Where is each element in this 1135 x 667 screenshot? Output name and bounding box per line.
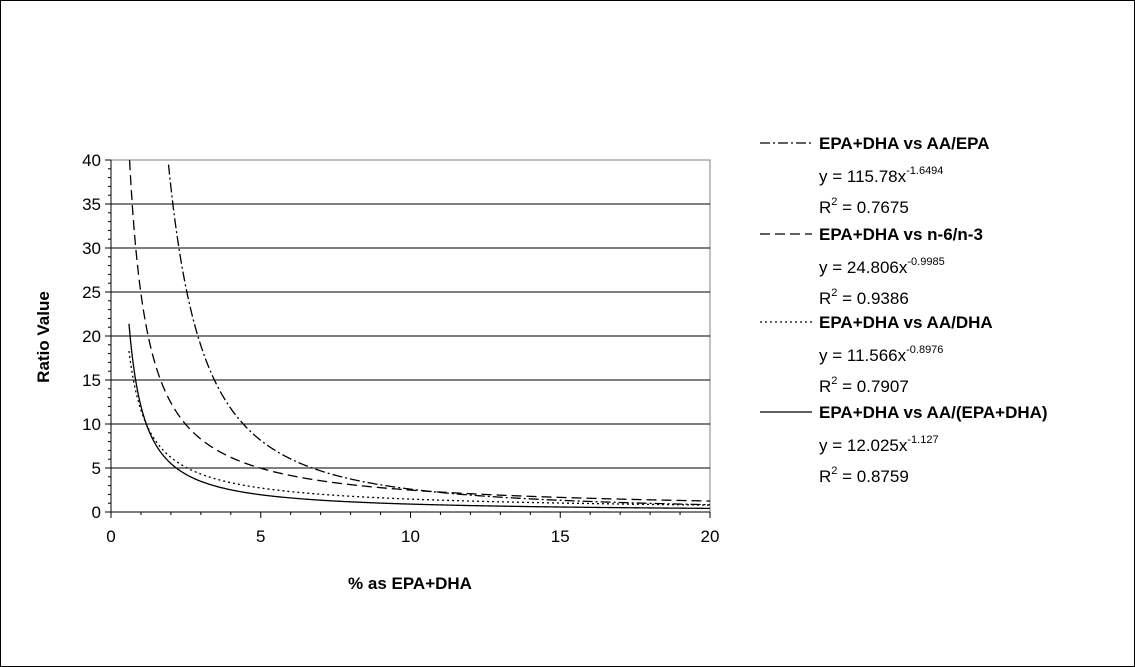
- legend-label-1: EPA+DHA vs n-6/n-3: [819, 225, 983, 244]
- r-squared-value: = 0.8759: [837, 467, 908, 486]
- y-tick-label: 40: [82, 151, 101, 170]
- legend-equation-3: y = 12.025x-1.127: [819, 434, 939, 455]
- legend-r-squared-1: R2 = 0.9386: [819, 287, 909, 308]
- y-tick-label: 35: [82, 195, 101, 214]
- r-squared-exponent: 2: [831, 196, 837, 208]
- r-squared-label: R: [819, 467, 831, 486]
- equation-exponent: -1.127: [907, 434, 938, 446]
- x-tick-label: 20: [701, 527, 720, 546]
- series-line-2: [128, 350, 710, 506]
- r-squared-label: R: [819, 377, 831, 396]
- legend-label-3: EPA+DHA vs AA/(EPA+DHA): [819, 403, 1048, 422]
- tick-labels: 0 5 10 15 20 25 30 35 40 0 5 10 15 20: [82, 151, 719, 546]
- y-tick-label: 5: [92, 459, 101, 478]
- legend-r-squared-2: R2 = 0.7907: [819, 375, 909, 396]
- series-line-1: [128, 160, 710, 502]
- legend-r-squared-0: R2 = 0.7675: [819, 196, 909, 217]
- equation-exponent: -0.8976: [906, 344, 943, 356]
- legend-label-2: EPA+DHA vs AA/DHA: [819, 313, 993, 332]
- legend-equation-2: y = 11.566x-0.8976: [819, 344, 943, 365]
- tick-marks: [105, 159, 711, 518]
- r-squared-exponent: 2: [831, 375, 837, 387]
- y-tick-label: 30: [82, 239, 101, 258]
- r-squared-value: = 0.7675: [837, 198, 908, 217]
- y-tick-label: 15: [82, 371, 101, 390]
- series-line-3: [128, 323, 710, 510]
- series-line-0: [167, 164, 710, 506]
- r-squared-value: = 0.7907: [837, 377, 908, 396]
- y-tick-label: 20: [82, 327, 101, 346]
- equation-exponent: -0.9985: [907, 256, 944, 268]
- gridlines: [111, 203, 710, 469]
- r-squared-exponent: 2: [831, 465, 837, 477]
- r-squared-label: R: [819, 198, 831, 217]
- equation-base: y = 115.78x: [819, 167, 907, 186]
- equation-base: y = 24.806x: [819, 258, 908, 277]
- r-squared-value: = 0.9386: [837, 289, 908, 308]
- x-axis-title: % as EPA+DHA: [348, 574, 472, 593]
- r-squared-exponent: 2: [831, 287, 837, 299]
- legend-equation-1: y = 24.806x-0.9985: [819, 256, 945, 277]
- x-tick-label: 0: [106, 527, 115, 546]
- y-axis-title: Ratio Value: [34, 291, 53, 383]
- equation-base: y = 12.025x: [819, 436, 908, 455]
- x-tick-label: 10: [401, 527, 420, 546]
- series-curves: [128, 160, 710, 510]
- y-tick-label: 0: [92, 503, 101, 522]
- y-tick-label: 10: [82, 415, 101, 434]
- y-tick-label: 25: [82, 283, 101, 302]
- x-tick-label: 15: [551, 527, 570, 546]
- r-squared-label: R: [819, 289, 831, 308]
- legend-r-squared-3: R2 = 0.8759: [819, 465, 909, 486]
- equation-base: y = 11.566x: [819, 346, 907, 365]
- legend-label-0: EPA+DHA vs AA/EPA: [819, 134, 990, 153]
- legend-equation-0: y = 115.78x-1.6494: [819, 165, 943, 186]
- x-tick-label: 5: [256, 527, 265, 546]
- equation-exponent: -1.6494: [906, 165, 943, 177]
